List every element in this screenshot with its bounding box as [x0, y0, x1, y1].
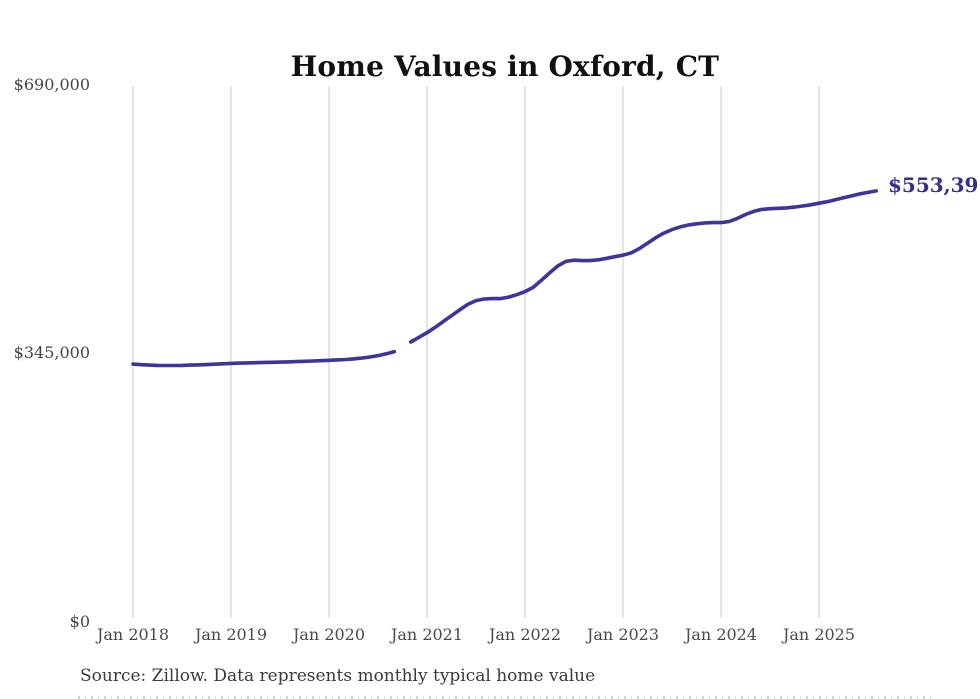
x-axis-label: Jan 2023 [586, 625, 660, 644]
x-axis-label: Jan 2022 [488, 625, 562, 644]
home-value-line [131, 189, 878, 368]
x-axis-label: Jan 2019 [194, 625, 268, 644]
y-axis-label: $0 [69, 612, 90, 631]
gridline-group [132, 86, 820, 618]
x-axis-label: Jan 2018 [96, 625, 170, 644]
y-axis-label: $690,000 [13, 75, 90, 94]
x-axis-label: Jan 2021 [390, 625, 464, 644]
source-note: Source: Zillow. Data represents monthly … [80, 666, 596, 686]
x-axis-label: Jan 2024 [684, 625, 758, 644]
x-axis-label: Jan 2025 [782, 625, 856, 644]
latest-value-label: $553,397 [888, 173, 980, 197]
chart-title: Home Values in Oxford, CT [290, 49, 720, 83]
x-axis-label: Jan 2020 [292, 625, 366, 644]
cropped-text-artifact [78, 696, 936, 699]
y-axis-label: $345,000 [13, 342, 90, 362]
